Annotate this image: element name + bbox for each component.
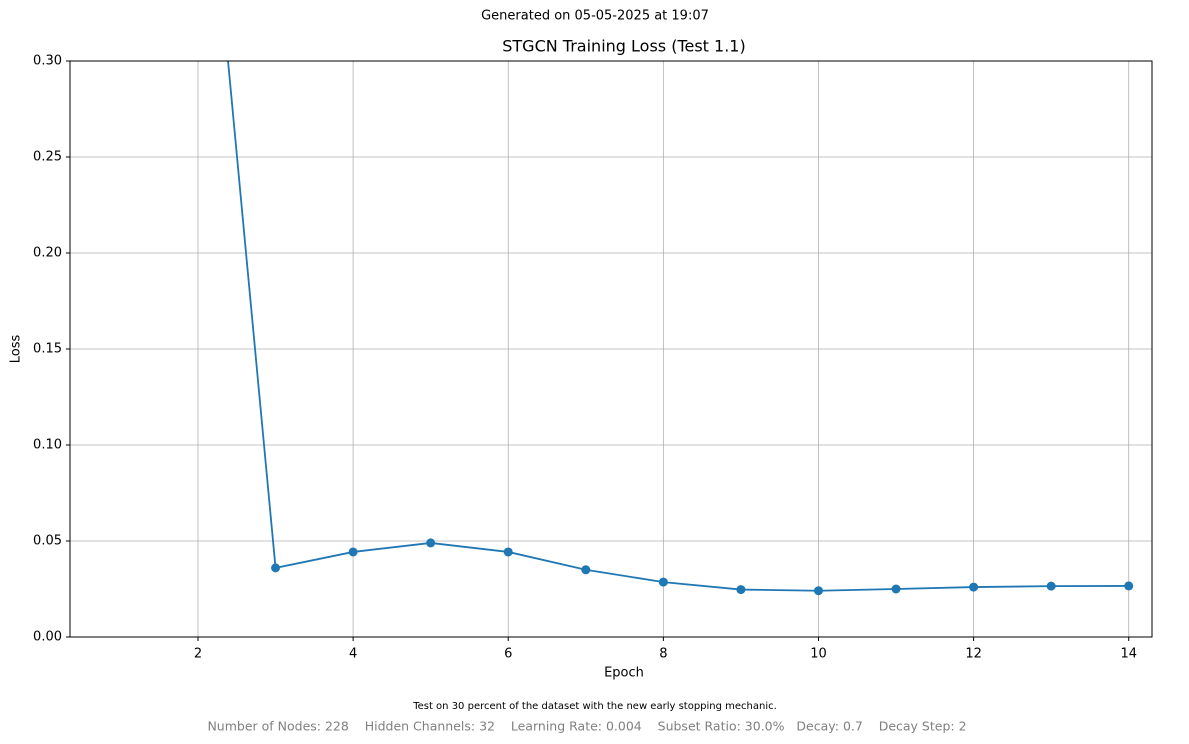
x-tick-label: 14 xyxy=(1120,647,1137,662)
x-tick-label: 6 xyxy=(504,647,512,662)
x-tick-label: 12 xyxy=(965,647,982,662)
y-tick-label: 0.10 xyxy=(33,438,62,453)
y-tick-label: 0.05 xyxy=(33,534,62,549)
point xyxy=(1124,581,1134,591)
point xyxy=(736,585,746,595)
point xyxy=(891,584,901,594)
y-axis-label: Loss xyxy=(9,335,24,364)
plot-frame xyxy=(69,60,1153,638)
point xyxy=(271,563,281,573)
y-tick-label: 0.25 xyxy=(33,150,62,165)
y-tick-label: 0.20 xyxy=(33,246,62,261)
x-axis-label: Epoch xyxy=(604,666,644,681)
point xyxy=(658,577,668,587)
parameters: Number of Nodes: 228 Hidden Channels: 32… xyxy=(207,719,966,734)
point xyxy=(813,586,823,596)
point xyxy=(581,565,591,575)
point xyxy=(348,547,358,557)
x-tick-label: 10 xyxy=(810,647,827,662)
x-tick-label: 4 xyxy=(349,647,357,662)
x-tick-label: 8 xyxy=(659,647,667,662)
suptitle: Generated on 05-05-2025 at 19:07 xyxy=(481,9,709,24)
y-tick-label: 0.30 xyxy=(33,54,62,69)
y-tick-label: 0.00 xyxy=(33,630,62,645)
point xyxy=(503,547,513,557)
plot-area xyxy=(227,61,1134,596)
point xyxy=(969,582,979,592)
loss-line xyxy=(227,61,1129,592)
point xyxy=(1046,581,1056,591)
x-tick-label: 2 xyxy=(194,647,202,662)
point xyxy=(426,538,436,548)
footnote: Test on 30 percent of the dataset with t… xyxy=(412,701,777,712)
y-tick-label: 0.15 xyxy=(33,342,62,357)
chart-title: STGCN Training Loss (Test 1.1) xyxy=(502,37,745,56)
